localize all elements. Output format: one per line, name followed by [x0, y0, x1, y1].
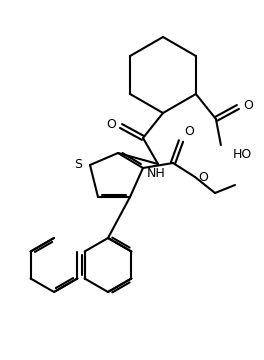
Text: NH: NH — [147, 167, 165, 180]
Text: O: O — [198, 171, 208, 184]
Text: S: S — [74, 158, 82, 171]
Text: HO: HO — [233, 148, 252, 161]
Text: O: O — [184, 125, 194, 138]
Text: O: O — [243, 99, 253, 112]
Text: O: O — [106, 117, 116, 131]
